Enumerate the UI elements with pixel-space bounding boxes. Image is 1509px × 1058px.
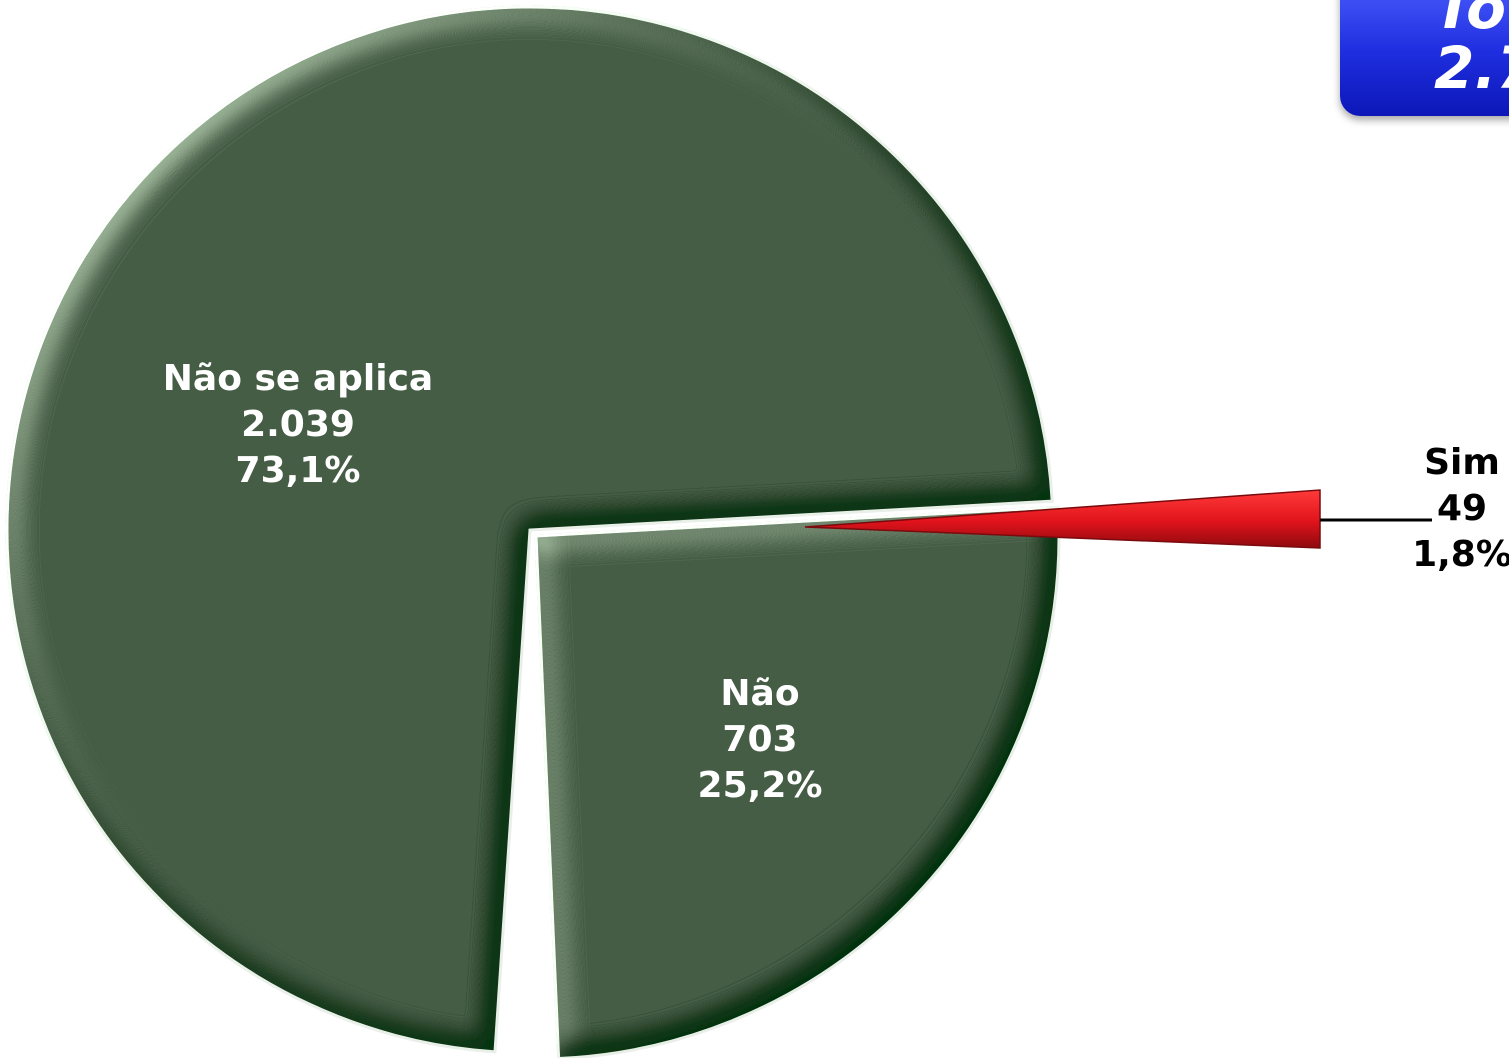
total-label: To bbox=[1434, 0, 1506, 42]
total-value: 2.7 bbox=[1434, 34, 1509, 102]
slice-labels: Não se aplica 2.039 73,1% Não 703 25,2% Sim 49 1… bbox=[163, 358, 1509, 806]
slice-label-count: 2.039 bbox=[241, 404, 355, 445]
slice-label-percent: 25,2% bbox=[698, 765, 823, 806]
slice-label-name: Não se aplica bbox=[163, 358, 433, 399]
slice-label-count: 703 bbox=[722, 719, 797, 760]
pie-slices bbox=[5, 5, 1321, 1058]
pie-slice-0 bbox=[5, 5, 1054, 1054]
total-text: To2.7 bbox=[1434, 0, 1509, 98]
slice-label-percent: 73,1% bbox=[236, 450, 361, 491]
total-badge: To2.7 bbox=[1340, 0, 1509, 116]
slice-label-name: Sim bbox=[1424, 442, 1500, 483]
slice-label-count: 49 bbox=[1437, 488, 1487, 529]
pie-slice-1 bbox=[534, 505, 1061, 1058]
slice-label-percent: 1,8% bbox=[1412, 534, 1509, 575]
slice-label-name: Não bbox=[720, 673, 799, 714]
